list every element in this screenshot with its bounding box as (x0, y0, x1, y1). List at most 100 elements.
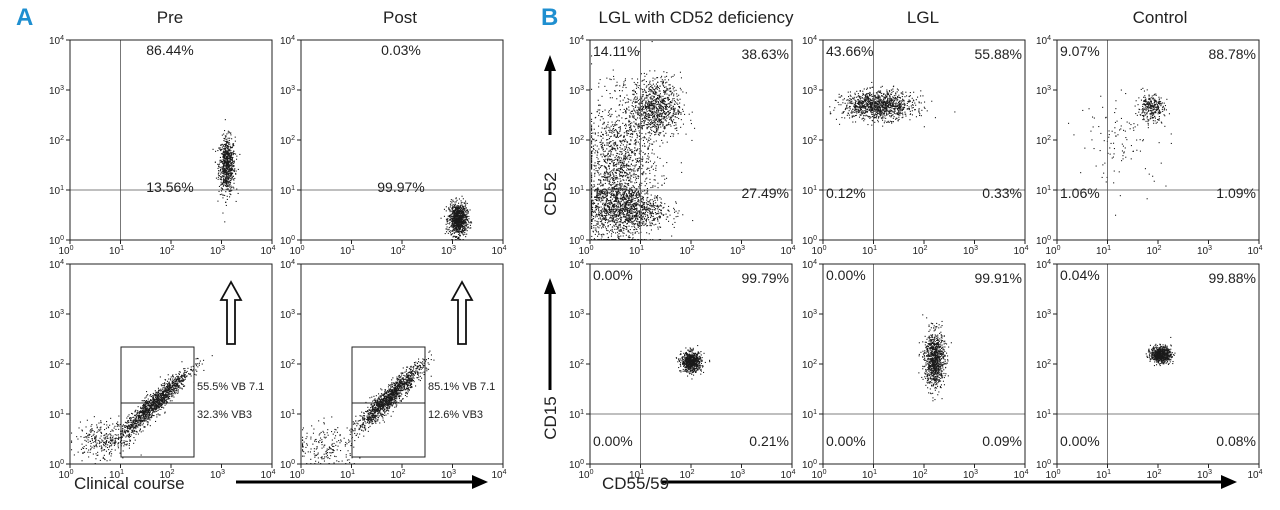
scatter-dots (1068, 87, 1172, 216)
quadrant-value-lower-left: 0.00% (826, 433, 866, 449)
x-tick-label: 101 (109, 469, 124, 481)
quadrant-value-lower-left: 0.00% (593, 433, 633, 449)
scatter-dots (829, 81, 956, 128)
clinical-course-arrow (236, 475, 488, 489)
gate-label-upper: 85.1% VB 7.1 (428, 381, 495, 393)
y-tick-label: 101 (280, 185, 295, 197)
panel-letter-b: B (541, 4, 558, 31)
x-tick-label: 103 (963, 245, 978, 257)
axis-label-clinical-course: Clinical course (74, 474, 185, 493)
scatter-dots (1145, 336, 1176, 367)
cd15-arrow-up (544, 278, 556, 390)
x-tick-label: 104 (260, 469, 275, 481)
y-tick-label: 102 (802, 359, 817, 371)
y-tick-label: 103 (802, 309, 817, 321)
y-tick-label: 101 (49, 185, 64, 197)
y-tick-label: 101 (280, 409, 295, 421)
axis-label-cd15: CD15 (541, 396, 560, 439)
y-tick-label: 104 (1036, 259, 1051, 271)
y-tick-label: 102 (569, 135, 584, 147)
x-tick-label: 100 (578, 245, 593, 257)
x-tick-label: 104 (491, 469, 506, 481)
scatter-dots (71, 355, 213, 465)
x-tick-label: 102 (912, 245, 927, 257)
gate-label-lower: 12.6% VB3 (428, 409, 483, 421)
scatter-dots (212, 119, 241, 223)
y-tick-label: 102 (1036, 359, 1051, 371)
x-tick-label: 102 (390, 245, 405, 257)
x-tick-label: 104 (1247, 469, 1262, 481)
gate-label-lower: 32.3% VB3 (197, 409, 252, 421)
quadrant-value-upper-right: 55.88% (975, 46, 1022, 62)
y-tick-label: 104 (280, 35, 295, 47)
axis-label-cd55-59: CD55/59 (602, 474, 669, 493)
cd55-59-arrow (662, 475, 1237, 489)
quadrant-value-lower-right: 0.33% (982, 185, 1022, 201)
column-title-pre: Pre (157, 8, 183, 27)
x-tick-label: 103 (210, 469, 225, 481)
quadrant-value-lower-right: 27.49% (742, 185, 789, 201)
plot-frame (300, 39, 504, 241)
y-tick-label: 100 (802, 235, 817, 247)
gate-label-upper: 55.5% VB 7.1 (197, 381, 264, 393)
quadrant-value-upper-right: 38.63% (742, 46, 789, 62)
y-tick-label: 102 (49, 359, 64, 371)
x-tick-label: 100 (58, 469, 73, 481)
y-tick-label: 104 (802, 35, 817, 47)
y-tick-label: 104 (802, 259, 817, 271)
quadrant-value-upper-left: 0.03% (381, 42, 421, 58)
x-tick-label: 102 (159, 469, 174, 481)
quadrant-value-lower-left: 1.06% (1060, 185, 1100, 201)
plot-frame (822, 39, 1026, 241)
plot-frame (69, 263, 273, 465)
x-tick-label: 104 (260, 245, 275, 257)
column-title-control: Control (1133, 8, 1188, 27)
quadrant-value-lower-left: 0.00% (1060, 433, 1100, 449)
y-tick-label: 100 (569, 459, 584, 471)
x-tick-label: 103 (210, 245, 225, 257)
y-tick-label: 100 (49, 235, 64, 247)
quadrant-value-upper-left: 86.44% (146, 42, 193, 58)
scatter-dots (302, 336, 460, 465)
x-tick-label: 101 (340, 245, 355, 257)
quadrant-value-upper-left: 0.00% (826, 267, 866, 283)
quadrant-value-upper-right: 99.79% (742, 270, 789, 286)
cd52-arrow-up (544, 55, 556, 135)
y-tick-label: 102 (49, 135, 64, 147)
x-tick-label: 103 (730, 469, 745, 481)
quadrant-value-lower-left: 0.12% (826, 185, 866, 201)
quadrant-value-lower-right: 0.21% (749, 433, 789, 449)
panel-letter-a: A (16, 4, 33, 31)
axis-label-cd52: CD52 (541, 172, 560, 215)
x-tick-label: 101 (629, 245, 644, 257)
y-tick-label: 102 (280, 135, 295, 147)
x-tick-label: 102 (390, 469, 405, 481)
y-tick-label: 103 (1036, 85, 1051, 97)
y-tick-label: 103 (569, 309, 584, 321)
y-tick-label: 102 (280, 359, 295, 371)
y-tick-label: 104 (569, 259, 584, 271)
y-tick-label: 101 (1036, 409, 1051, 421)
y-tick-label: 103 (280, 85, 295, 97)
y-tick-label: 100 (49, 459, 64, 471)
scatter-dots (675, 345, 711, 380)
y-tick-label: 103 (280, 309, 295, 321)
quadrant-value-upper-right: 88.78% (1209, 46, 1256, 62)
y-tick-label: 100 (1036, 459, 1051, 471)
y-tick-label: 100 (1036, 235, 1051, 247)
x-tick-label: 104 (491, 245, 506, 257)
y-tick-label: 104 (569, 35, 584, 47)
x-tick-label: 102 (679, 245, 694, 257)
plot-frame (1056, 39, 1260, 241)
x-tick-label: 100 (58, 245, 73, 257)
open-arrow-up-icon (219, 280, 243, 345)
y-tick-label: 101 (1036, 185, 1051, 197)
quadrant-value-lower-right: 0.08% (1216, 433, 1256, 449)
y-tick-label: 101 (569, 409, 584, 421)
